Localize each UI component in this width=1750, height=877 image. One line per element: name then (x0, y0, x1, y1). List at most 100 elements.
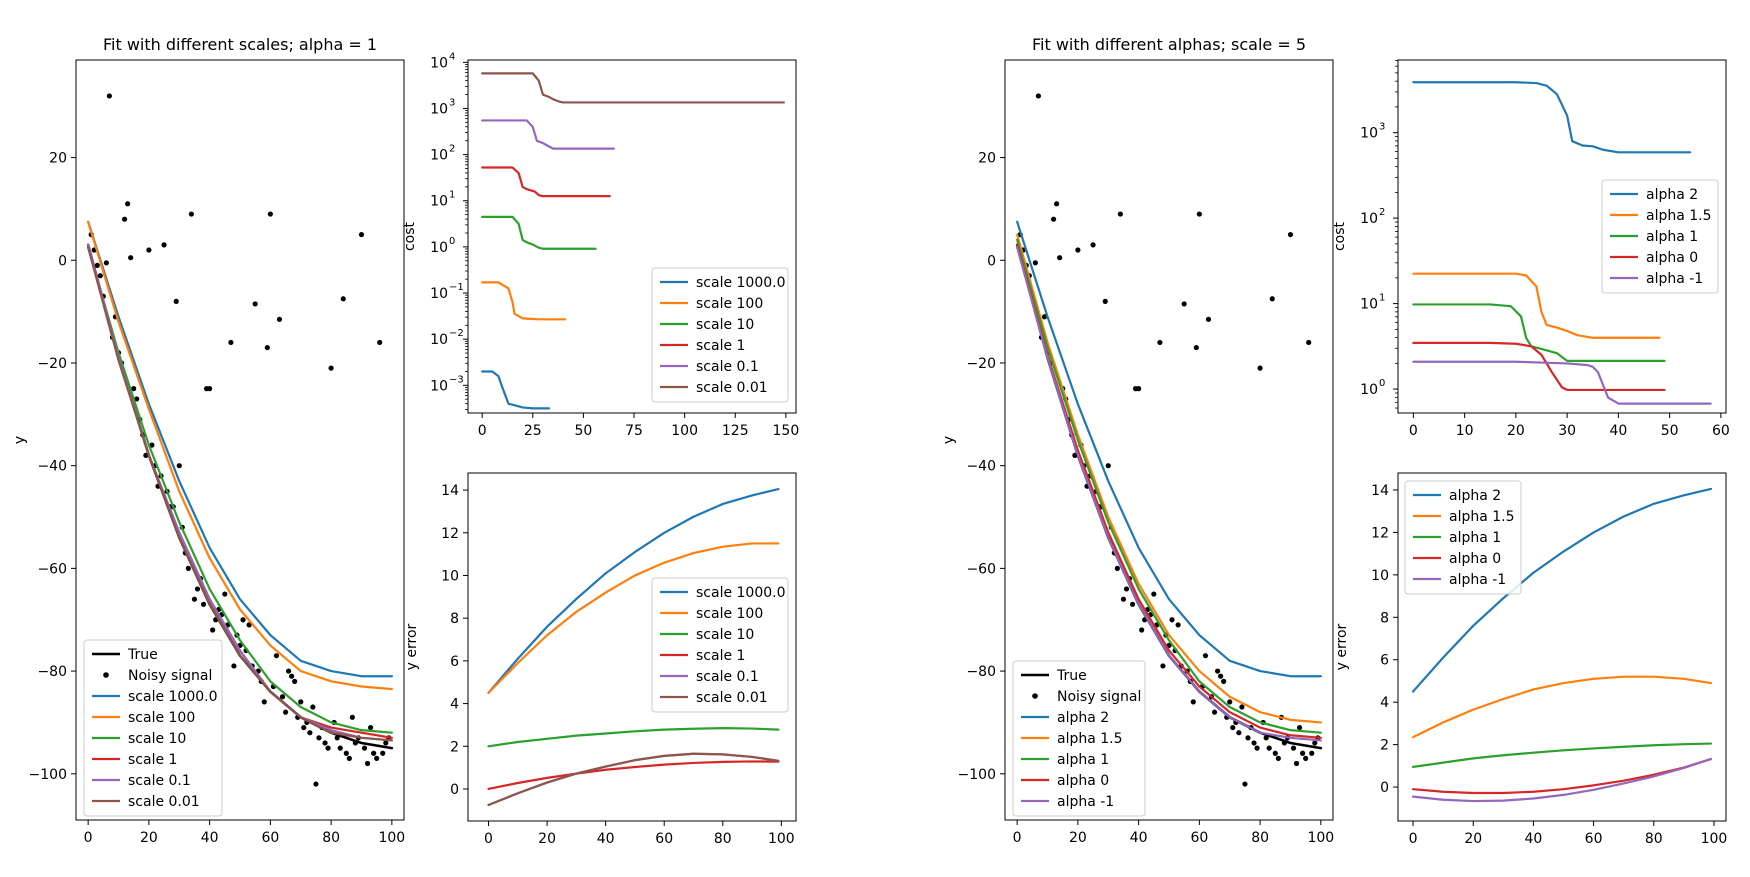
x-tick-label: 50 (1661, 423, 1679, 439)
scatter-point (273, 653, 280, 659)
x-tick-label: 0 (484, 831, 493, 847)
legend-label: scale 10 (128, 731, 186, 747)
y-tick-label: 6 (450, 654, 459, 670)
series-line-scale-0-01 (481, 72, 785, 104)
y-tick-label: 12 (1371, 525, 1389, 541)
x-tick-label: 100 (671, 423, 698, 439)
scatter-point (1293, 760, 1300, 767)
series-line-scale-1 (487, 760, 780, 791)
scatter-point (343, 750, 349, 756)
scatter-point (1300, 750, 1306, 756)
y-tick-label: 2 (1380, 738, 1389, 754)
scatter-point (200, 601, 207, 607)
series-line-alpha-1 (1411, 742, 1713, 768)
scatter-point (228, 339, 234, 346)
scatter-point (231, 663, 237, 669)
scatter-point (1123, 586, 1130, 592)
y-tick-exponent: 4 (449, 51, 455, 62)
series-line-scale-1000-0 (481, 370, 551, 410)
scatter-point (301, 724, 307, 731)
scatter-point (1105, 463, 1111, 469)
y-tick-label: 2 (450, 739, 459, 755)
x-tick-label: 30 (1558, 423, 1576, 439)
scatter-point (1157, 339, 1163, 346)
legend-label: scale 100 (696, 606, 763, 622)
axes-frame (1004, 59, 1334, 821)
legend-label: scale 0.1 (696, 359, 759, 375)
y-tick-label: 4 (1380, 695, 1389, 711)
series-line-alpha-1-5 (1412, 272, 1661, 339)
legend-box (1601, 179, 1719, 294)
y-tick-exponent: 2 (1379, 207, 1385, 218)
scatter-point (207, 386, 213, 392)
legend-label: scale 1000.0 (696, 585, 786, 601)
legend-label: alpha -1 (1057, 794, 1114, 810)
scatter-point (1205, 316, 1212, 322)
y-tick-label: 10 (430, 55, 448, 71)
scatter-point (1290, 745, 1297, 751)
series-line-alpha-1-5 (1411, 675, 1713, 739)
x-tick-label: 80 (322, 830, 340, 846)
legend-label: scale 1 (696, 338, 745, 354)
plot-area (487, 487, 780, 807)
legend-label: alpha 1 (1057, 752, 1109, 768)
y-tick-exponent: 0 (449, 236, 455, 247)
y-tick-exponent: −3 (449, 374, 464, 385)
scatter-point (1120, 596, 1127, 602)
plot-area (1015, 93, 1323, 787)
series-line-alpha-1-5 (1016, 233, 1322, 724)
plots: Fit with different scales; alpha = 1y0 20… (12, 35, 1730, 847)
scatter-point (191, 596, 198, 602)
legend-label: Noisy signal (1057, 689, 1141, 705)
scatter-point (1275, 755, 1281, 761)
scatter-point (173, 298, 179, 304)
x-tick-label: 20 (1069, 830, 1087, 846)
y-tick-label: 10 (1371, 568, 1389, 584)
scatter-point (313, 781, 319, 787)
scatter-point (149, 442, 155, 448)
scatter-point (1151, 591, 1157, 597)
y-tick-label: 8 (1380, 610, 1389, 626)
scatter-point (267, 211, 273, 217)
legend-box (1404, 480, 1522, 595)
scatter-point (310, 704, 316, 710)
scatter-point (383, 740, 389, 746)
x-tick-label: 80 (1645, 831, 1663, 847)
y-axis-label: y error (404, 623, 420, 670)
scatter-point (185, 565, 191, 571)
y-tick-label: 0 (987, 253, 996, 269)
scatter-point (1193, 344, 1199, 351)
x-tick-label: 100 (1701, 831, 1728, 847)
x-tick-label: 60 (1585, 831, 1603, 847)
scatter-point (128, 255, 134, 261)
scatter-point (1054, 201, 1060, 207)
legend-box (651, 577, 789, 713)
legend-label: alpha 2 (1057, 710, 1109, 726)
axes-frame (75, 59, 405, 821)
scatter-point (1175, 622, 1181, 628)
x-tick-label: 20 (1464, 831, 1482, 847)
legend-label: scale 1 (128, 752, 177, 768)
x-tick-label: 40 (1609, 423, 1627, 439)
y-tick-label: 10 (430, 332, 448, 348)
series-line-alpha-2 (1412, 81, 1692, 154)
series-line-alpha-2 (1411, 487, 1713, 693)
y-tick-label: 10 (430, 148, 448, 164)
scatter-point (1306, 339, 1312, 346)
series-line-alpha-1 (1016, 238, 1322, 734)
y-tick-label: −40 (37, 459, 67, 475)
scatter-point (1057, 255, 1063, 261)
scatter-point (289, 673, 295, 679)
y-tick-label: 10 (1360, 297, 1378, 313)
scatter-point (367, 724, 374, 731)
scatter-point (1312, 740, 1318, 746)
scatter-point (1136, 386, 1142, 392)
scatter-point (1296, 724, 1303, 731)
scatter-point (106, 93, 113, 99)
y-tick-exponent: 1 (1379, 293, 1385, 304)
scatter-point (371, 750, 377, 756)
scatter-point (1251, 740, 1257, 746)
scatter-point (121, 216, 128, 222)
scatter-point (1218, 673, 1224, 679)
